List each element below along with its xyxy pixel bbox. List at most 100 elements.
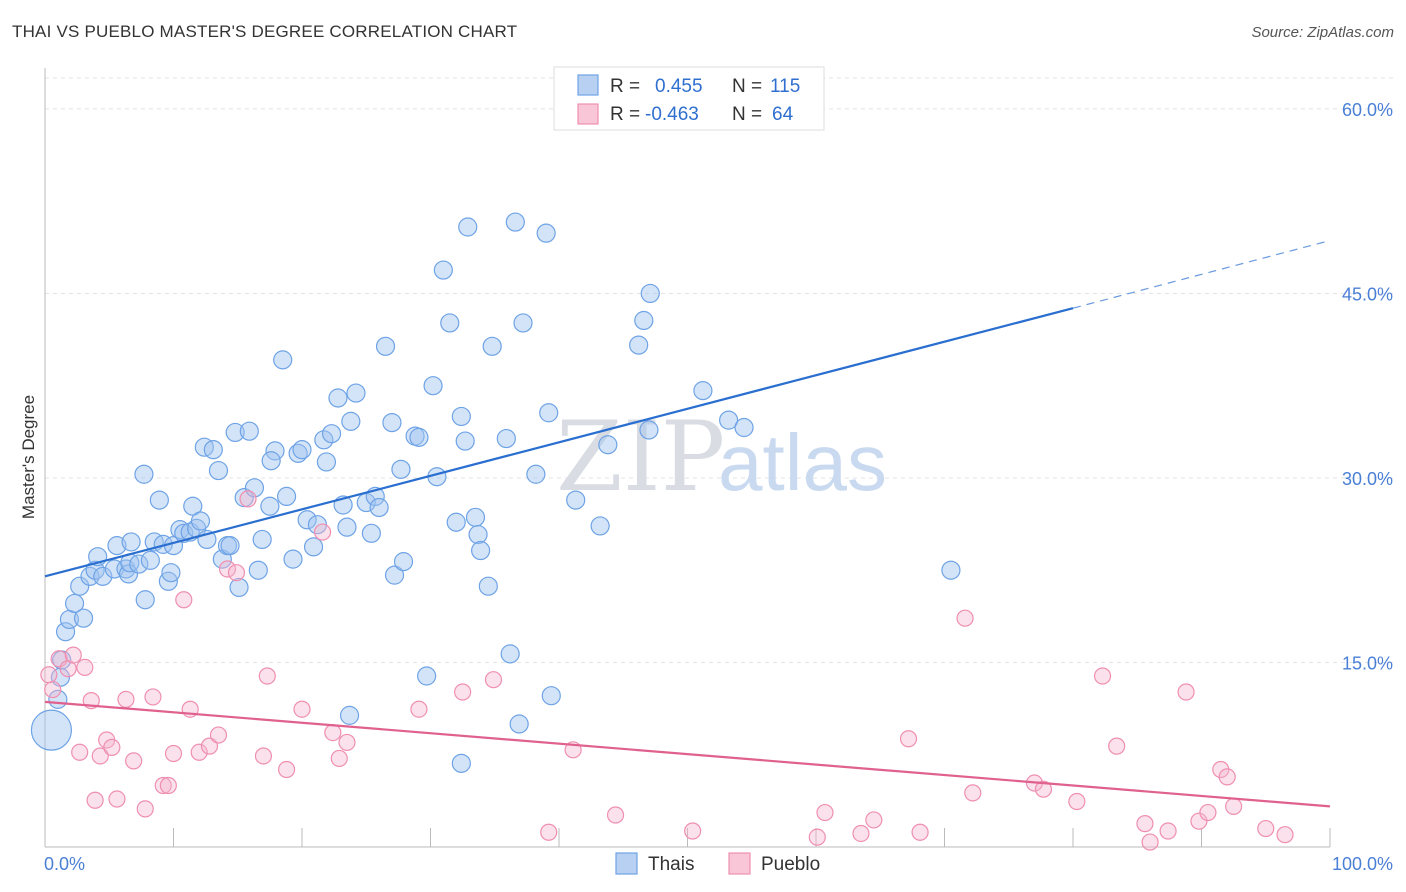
thais-point-97	[513, 313, 533, 333]
thais-point-113	[339, 705, 360, 725]
watermark-atlas: atlas	[718, 418, 887, 507]
pueblo-point-15	[136, 800, 154, 818]
pueblo-point-60	[1190, 812, 1208, 830]
pueblo-point-27	[239, 490, 257, 508]
thais-point-72	[375, 336, 396, 356]
thais-point-109	[693, 381, 713, 401]
pueblo-point-44	[816, 803, 834, 822]
y-tick-label-60: 60.0%	[1342, 100, 1393, 120]
thais-point-108	[640, 283, 660, 304]
thais-point-49	[260, 496, 280, 516]
thais-point-87	[458, 217, 478, 237]
pueblo-point-53	[1068, 792, 1086, 811]
legend-n-value-1: 115	[770, 76, 800, 97]
thais-point-90	[471, 540, 491, 561]
thais-point-89	[468, 524, 488, 545]
thais-point-47	[248, 560, 268, 580]
thais-point-78	[409, 427, 429, 447]
thais-point-67	[346, 383, 366, 403]
thais-point-71	[369, 497, 389, 518]
thais-point-111	[734, 417, 754, 438]
thais-point-102	[566, 490, 586, 510]
grid-lines	[45, 77, 1395, 663]
y-tick-label-45: 45.0%	[1342, 284, 1393, 304]
thais-point-105	[629, 335, 649, 355]
thais-point-80	[423, 376, 443, 396]
thais-point-55	[288, 443, 308, 463]
pueblo-point-39	[540, 823, 558, 841]
pueblo-point-48	[911, 823, 929, 841]
legend-n-value-2: 64	[772, 104, 794, 125]
thais-point-106	[634, 310, 654, 331]
legend-r-label-2: R =	[610, 104, 640, 125]
pueblo-point-61	[1199, 803, 1217, 822]
pueblo-point-23	[200, 737, 219, 755]
thais-point-32	[183, 496, 203, 516]
thais-point-57	[297, 510, 317, 530]
thais-point-41	[220, 536, 240, 556]
pueblo-point-5	[71, 743, 89, 761]
legend-n-label-1: N =	[732, 76, 762, 97]
source-credit: Source: ZipAtlas.com	[1251, 24, 1394, 41]
pueblo-point-31	[293, 700, 311, 718]
pueblo-point-65	[1257, 819, 1275, 838]
thais-point-95	[505, 212, 525, 232]
series-pueblo-points	[40, 490, 1294, 851]
pueblo-point-58	[1159, 822, 1177, 840]
pueblo-point-45	[852, 824, 870, 843]
bottom-legend-swatch-thais	[615, 852, 638, 875]
thais-point-14	[107, 536, 127, 556]
thais-point-37	[203, 440, 223, 460]
pueblo-point-24	[209, 726, 228, 744]
thais-trend-extension	[1072, 239, 1331, 309]
thais-point-6	[64, 593, 85, 614]
thais-point-114	[941, 560, 961, 580]
pueblo-point-64	[1225, 797, 1243, 816]
thais-point-79	[417, 666, 437, 686]
chart-title: THAI VS PUEBLO MASTER'S DEGREE CORRELATI…	[12, 22, 518, 41]
thais-point-58	[303, 537, 324, 557]
thais-point-30	[174, 523, 194, 543]
thais-point-12	[93, 566, 113, 586]
thais-point-4	[55, 622, 76, 642]
pueblo-point-52	[1034, 780, 1053, 798]
thais-point-104	[598, 435, 618, 455]
pueblo-trend-line	[44, 700, 1331, 808]
thais-point-44	[234, 488, 254, 508]
pueblo-point-8	[86, 791, 104, 809]
thais-point-46	[244, 478, 265, 498]
thais-point-0	[30, 709, 73, 751]
axes	[44, 68, 1331, 848]
pueblo-point-11	[103, 738, 121, 756]
thais-point-25	[153, 534, 173, 554]
thais-point-112	[451, 753, 471, 773]
thais-point-76	[393, 552, 414, 572]
pueblo-point-42	[684, 822, 702, 840]
thais-point-20	[134, 464, 154, 484]
thais-point-103	[590, 516, 610, 536]
thais-point-27	[161, 563, 181, 583]
thais-point-83	[440, 313, 460, 333]
thais-point-51	[261, 451, 281, 471]
pueblo-point-35	[338, 733, 356, 752]
pueblo-point-20	[175, 591, 193, 609]
thais-point-34	[190, 511, 211, 531]
pueblo-point-29	[258, 667, 276, 685]
thais-point-21	[135, 590, 155, 610]
thais-point-99	[536, 223, 556, 243]
pueblo-point-25	[218, 560, 237, 578]
thais-point-73	[382, 412, 402, 433]
thais-point-56	[292, 440, 312, 460]
thais-point-66	[341, 411, 361, 431]
legend-swatch-thais	[577, 74, 599, 96]
pueblo-point-19	[164, 744, 183, 763]
thais-point-8	[70, 576, 90, 596]
bottom-legend-thais: Thais	[648, 854, 694, 875]
series-thais-points	[30, 212, 961, 773]
pueblo-point-50	[964, 784, 982, 802]
thais-point-110	[719, 410, 739, 430]
thais-point-42	[225, 422, 245, 443]
thais-point-94	[500, 644, 520, 664]
thais-point-38	[208, 460, 229, 481]
